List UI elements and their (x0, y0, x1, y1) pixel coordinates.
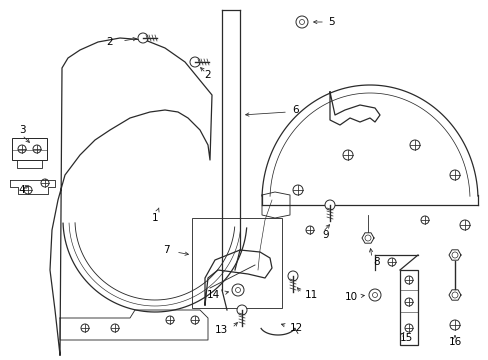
Text: 11: 11 (305, 290, 318, 300)
Text: 10: 10 (344, 292, 357, 302)
Text: 9: 9 (321, 230, 328, 240)
Text: 5: 5 (327, 17, 334, 27)
Text: 15: 15 (399, 333, 412, 343)
Circle shape (295, 16, 307, 28)
Circle shape (138, 33, 148, 43)
Text: 7: 7 (163, 245, 170, 255)
Circle shape (287, 271, 297, 281)
Bar (399, 270, 417, 345)
Text: 4: 4 (19, 185, 25, 195)
Circle shape (231, 284, 244, 296)
Text: 2: 2 (106, 37, 113, 47)
Circle shape (368, 289, 380, 301)
Text: 13: 13 (214, 325, 227, 335)
Bar (17, 160, 42, 168)
Circle shape (235, 288, 240, 292)
Bar (12, 138, 47, 160)
Text: 8: 8 (372, 257, 379, 267)
Circle shape (372, 292, 377, 297)
Text: 2: 2 (204, 70, 211, 80)
Text: 1: 1 (151, 213, 158, 223)
Text: 3: 3 (19, 125, 25, 135)
Circle shape (237, 305, 246, 315)
Text: 14: 14 (206, 290, 220, 300)
Bar (192, 218, 282, 308)
Circle shape (325, 200, 334, 210)
Circle shape (299, 19, 304, 24)
Text: 16: 16 (447, 337, 461, 347)
Text: 6: 6 (291, 105, 298, 115)
Text: 12: 12 (289, 323, 303, 333)
Circle shape (190, 57, 200, 67)
